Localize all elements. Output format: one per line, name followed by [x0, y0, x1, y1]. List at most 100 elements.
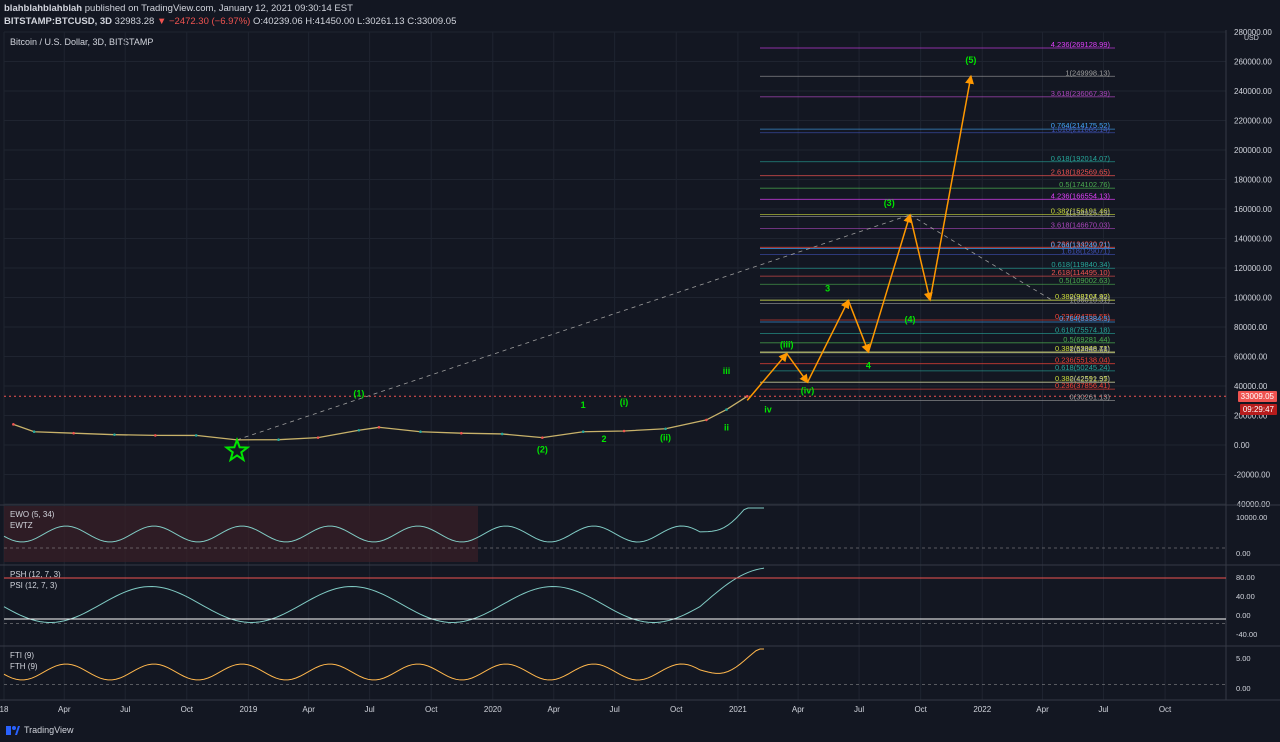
pane-label: FTI (9)	[10, 651, 34, 660]
wave-label: (4)	[904, 315, 915, 325]
wave-label: ii	[724, 422, 729, 432]
price-point	[32, 430, 36, 434]
y-tick-label: 20000.00	[1234, 412, 1268, 421]
y-tick-label: 40000.00	[1234, 382, 1268, 391]
fib-level-label: 0.618(119840.34)	[1051, 260, 1110, 269]
fib-level-label: 1(249998.13)	[1065, 68, 1110, 77]
fib-level-label: 0.382(98164.92)	[1055, 292, 1111, 301]
price-change: −2472.30 (−6.97%)	[168, 16, 251, 27]
oscillator-line	[3, 648, 764, 681]
x-tick-label: Oct	[425, 705, 438, 714]
y-tick-label: 100000.00	[1234, 294, 1272, 303]
wave-label: 4	[866, 360, 871, 370]
price-point	[419, 430, 422, 434]
forecast-arrow	[786, 353, 809, 384]
pane-tick-label: 40.00	[1236, 592, 1255, 601]
y-tick-label: 260000.00	[1234, 58, 1272, 67]
price-point	[622, 429, 626, 433]
y-tick-label: 140000.00	[1234, 235, 1272, 244]
countdown-tag: 09:29:47	[1239, 404, 1277, 415]
fib-level-label: 1.618(129071)	[1061, 247, 1110, 256]
fib-level-label: 0(30261.13)	[1070, 392, 1111, 401]
tradingview-icon	[6, 725, 20, 735]
x-tick-label: Jul	[610, 705, 620, 714]
x-tick-label: Apr	[548, 705, 561, 714]
wave-label: (iv)	[801, 385, 815, 395]
x-tick-label: Oct	[670, 705, 683, 714]
pane-label: PSI (12, 7, 3)	[10, 581, 57, 590]
price-point	[541, 436, 544, 439]
x-tick-label: 2019	[240, 705, 258, 714]
currency-label: USD	[1244, 35, 1259, 42]
forecast-arrow	[909, 214, 933, 302]
ohlc-close-label: C:	[407, 16, 417, 27]
last-price: 32983.28	[114, 16, 155, 27]
fib-level-label: 0.382(62948.71)	[1055, 344, 1111, 353]
symbol-info: BITSTAMP:BTCUSD, 3D 32983.28 ▼ −2472.30 …	[4, 16, 456, 27]
x-tick-label: 2022	[973, 705, 991, 714]
pane-label: PSH (12, 7, 3)	[10, 570, 61, 579]
publish-info: blahblahblahblah published on TradingVie…	[4, 3, 353, 14]
wave-label: (ii)	[660, 433, 671, 443]
fib-level-label: 0(98207.40)	[1070, 292, 1111, 301]
x-tick-label: Apr	[792, 705, 805, 714]
chart-title: Bitcoin / U.S. Dollar, 3D, BITSTAMP	[10, 37, 153, 47]
pane-label: EWTZ	[10, 521, 33, 530]
price-point	[705, 418, 708, 422]
y-tick-label: -20000.00	[1234, 471, 1271, 480]
pane-tick-label: 0.00	[1236, 549, 1251, 558]
wave-label: iii	[723, 366, 731, 376]
brand-label: TradingView	[24, 725, 74, 735]
ohlc-low: 30261.13	[364, 16, 405, 27]
fib-level-label: 0.5(174102.76)	[1059, 180, 1110, 189]
price-point	[357, 428, 361, 432]
pane-label: EWO (5, 34)	[10, 510, 55, 519]
price-point	[725, 408, 728, 411]
y-tick-label: 120000.00	[1234, 264, 1272, 273]
price-point	[500, 432, 504, 436]
fib-level-label: 0.236(134030.01)	[1051, 239, 1111, 248]
wave-label: (iii)	[780, 340, 794, 350]
price-point	[12, 423, 15, 426]
fib-level-label: 3.618(236067.39)	[1051, 89, 1111, 98]
wave-label: (5)	[965, 55, 976, 65]
fib-level-label: 2.618(182569.65)	[1051, 168, 1111, 177]
y-tick-label: 240000.00	[1234, 87, 1272, 96]
x-tick-label: Oct	[181, 705, 194, 714]
fib-level-label: 2.618(114495.10)	[1051, 268, 1110, 277]
tradingview-logo[interactable]: TradingView	[6, 725, 74, 735]
price-point	[277, 438, 280, 441]
pane-tick-label: 10000.00	[1236, 513, 1267, 522]
ohlc-high-label: H:	[305, 16, 315, 27]
ohlc-open-label: O:	[252, 16, 263, 27]
y-tick-label: 220000.00	[1234, 117, 1272, 126]
wave-label: (i)	[620, 397, 629, 407]
fib-level-label: 0.236(55138.04)	[1055, 356, 1111, 365]
last-price-tag: 33009.05	[1237, 391, 1277, 402]
x-tick-label: Oct	[1159, 705, 1172, 714]
fib-level-label: 0.764(133249.71)	[1051, 240, 1111, 249]
wave-label: (1)	[353, 388, 364, 398]
x-tick-label: Jul	[854, 705, 864, 714]
x-tick-label: Jul	[364, 705, 374, 714]
fib-level-label: 0.382(42591.95)	[1055, 374, 1111, 383]
fib-level-label: 0.236(37856.41)	[1055, 381, 1111, 390]
wave-label: 3	[825, 284, 830, 294]
x-tick-label: Jul	[120, 705, 130, 714]
fib-level-label: 0.5(69281.44)	[1063, 335, 1110, 344]
pane-tick-label: -40.00	[1236, 630, 1257, 639]
x-tick-label: Apr	[58, 705, 71, 714]
publish-date: published on TradingView.com, January 12…	[84, 3, 353, 14]
fib-level-label: 1(154925.13)	[1065, 208, 1110, 217]
y-tick-label: 160000.00	[1234, 205, 1272, 214]
fib-level-label: 0(63080.13)	[1070, 344, 1111, 353]
price-point	[377, 426, 381, 429]
wave-label: 1	[581, 400, 586, 410]
wave-label: (3)	[884, 198, 895, 208]
y-tick-label: 60000.00	[1234, 353, 1268, 362]
y-tick-label: 80000.00	[1234, 323, 1268, 332]
forecast-arrow	[929, 74, 974, 301]
fib-level-label: 4.236(166554.13)	[1051, 191, 1111, 200]
oscillator-line	[3, 507, 764, 543]
